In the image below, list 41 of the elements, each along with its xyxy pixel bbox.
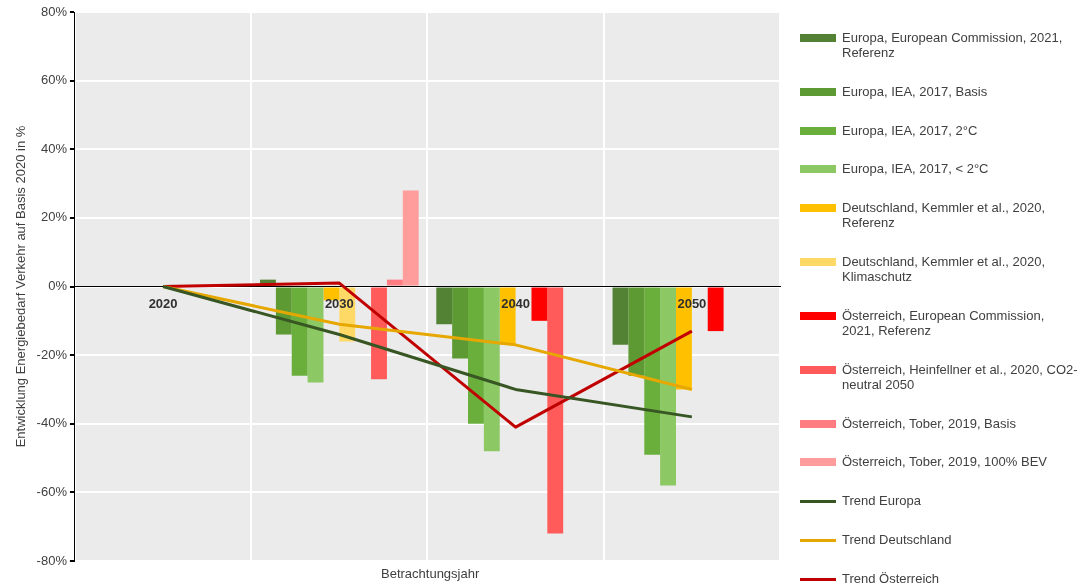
legend-label: Österreich, Tober, 2019, Basis [842,415,1016,431]
y-tick-label: 60% [40,72,68,88]
bar [402,190,419,286]
x-tick-label: 2020 [148,295,178,311]
bar [628,287,645,376]
legend-label: Österreich, Heinfellner et al., 2020, CO2-neutral 2050 [842,361,1078,392]
y-tick-label: 0% [48,278,68,294]
legend-label: Österreich, Tober, 2019, 100% BEV [842,454,1047,470]
legend-label: Trend Österreich [842,570,940,586]
bar [612,287,629,345]
bar [291,287,308,376]
bar [452,287,469,359]
y-tick-label: 20% [40,209,68,225]
legend-label: Europa, IEA, 2017, 2°C [842,122,978,138]
y-tick-label: 40% [40,140,68,156]
bar [386,279,403,286]
y-tick-label: -20% [36,346,68,362]
legend-label: Europa, IEA, 2017, Basis [842,83,988,99]
bar [707,287,724,332]
bar [468,287,484,424]
bar [323,287,340,301]
bar [483,287,500,452]
x-axis-title: Betrachtungsjahr [381,566,480,581]
y-tick-label: 80% [40,3,68,19]
bar [531,287,548,321]
bar [644,287,661,455]
legend-label: Deutschland, Kemmler et al., 2020, Klimaschutz [842,254,1047,285]
y-tick-label: -40% [36,415,68,431]
legend-label: Deutschland, Kemmler et al., 2020, Referenz [842,200,1047,231]
bar [436,287,453,325]
bar [547,287,564,534]
bar [660,287,677,486]
legend-label: Trend Europa [842,493,922,509]
x-tick-label: 2030 [324,295,354,311]
legend-label: Österreich, European Commission, 2021, Referenz [842,307,1046,338]
y-tick-label: -80% [36,552,68,568]
y-axis-title: Entwicklung Energiebedarf Verkehr auf Basis 2020 in % [13,125,29,448]
legend-label: Europa, European Commission, 2021, Referenz [842,30,1064,60]
legend-label: Europa, IEA, 2017, < 2°C [842,161,989,177]
y-tick-label: -60% [36,483,68,499]
legend-label: Trend Deutschland [842,532,952,548]
